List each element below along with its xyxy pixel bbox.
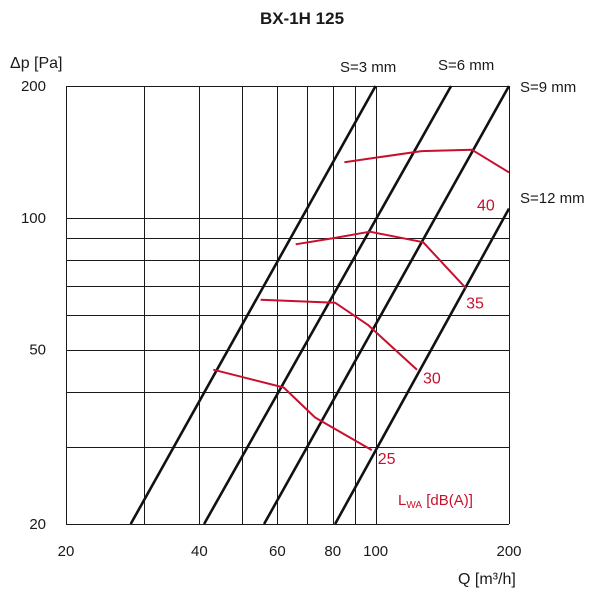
noise-line-40 <box>344 148 510 174</box>
damper-line-2 <box>202 85 453 525</box>
damper-label-2: S=6 mm <box>438 57 494 74</box>
x-tick-label-200: 200 <box>496 543 521 560</box>
x-axis-label: Q [m³/h] <box>458 571 516 588</box>
noise-label-30: 30 <box>423 371 441 388</box>
grid <box>66 86 510 525</box>
damper-line-3 <box>262 85 511 525</box>
damper-label-1: S=3 mm <box>340 59 396 76</box>
noise-lines: 25 30 35 40 <box>213 148 510 468</box>
x-tick-label-60: 60 <box>269 543 286 560</box>
chart-title: BX-1H 125 <box>260 9 344 28</box>
noise-line-30 <box>260 298 418 371</box>
damper-line-1 <box>129 85 377 525</box>
x-tick-label-80: 80 <box>324 543 341 560</box>
y-tick-label-20: 20 <box>29 516 46 533</box>
noise-label-25: 25 <box>378 451 396 468</box>
damper-line-4 <box>333 207 511 525</box>
x-tick-label-100: 100 <box>363 543 388 560</box>
damper-lines: S=3 mm S=6 mm S=9 mm S=12 mm <box>129 57 585 525</box>
x-tick-label-20: 20 <box>58 543 75 560</box>
y-tick-label-50: 50 <box>29 342 46 359</box>
damper-label-4: S=12 mm <box>520 190 585 207</box>
legend-label: LWA [dB(A)] <box>398 492 473 511</box>
noise-label-35: 35 <box>466 295 484 312</box>
y-tick-label-100: 100 <box>21 210 46 227</box>
noise-line-35 <box>295 230 467 290</box>
y-tick-label-200: 200 <box>21 78 46 95</box>
noise-line-25 <box>213 368 373 451</box>
x-tick-label-40: 40 <box>191 543 208 560</box>
tick-labels: 20 40 60 80 100 200 20 50 100 200 <box>21 78 522 560</box>
noise-label-40: 40 <box>477 197 495 214</box>
damper-label-3: S=9 mm <box>520 79 576 96</box>
y-axis-label: Δp [Pa] <box>10 55 63 72</box>
